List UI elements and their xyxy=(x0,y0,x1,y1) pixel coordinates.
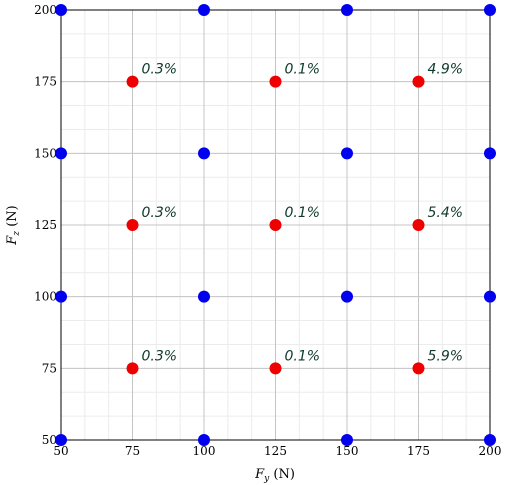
data-point xyxy=(198,290,210,303)
data-point xyxy=(55,4,67,16)
data-point xyxy=(269,75,282,88)
y-tick-label: 100 xyxy=(34,290,57,304)
y-tick-label: 150 xyxy=(34,146,57,160)
data-point xyxy=(341,4,353,16)
point-annotation: 0.3% xyxy=(142,205,178,221)
point-annotation: 0.1% xyxy=(285,62,321,78)
point-annotation: 0.3% xyxy=(142,62,178,78)
y-axis-ticks: 50 75 100 125 150 175 200 xyxy=(34,3,57,447)
data-point xyxy=(412,219,425,231)
point-annotation: 5.4% xyxy=(428,205,464,221)
x-tick-label: 200 xyxy=(479,444,502,458)
point-annotation: 4.9% xyxy=(428,62,464,78)
data-point xyxy=(484,434,496,446)
data-point xyxy=(126,219,139,231)
data-point xyxy=(484,4,496,16)
data-point xyxy=(198,434,210,446)
y-tick-label: 175 xyxy=(34,75,57,89)
plot-frame xyxy=(60,9,491,441)
point-annotation: 0.1% xyxy=(285,348,321,364)
point-annotations: 0.3% 0.1% 4.9% 0.3% 0.1% 5.4% 0.3% 0.1% 5.9% xyxy=(142,62,464,365)
data-point xyxy=(55,290,67,303)
data-point xyxy=(269,219,282,231)
y-tick-label: 125 xyxy=(34,218,57,232)
data-point xyxy=(484,290,496,303)
x-tick-label: 100 xyxy=(193,444,216,458)
data-point xyxy=(198,4,210,16)
data-point xyxy=(198,147,210,160)
data-point xyxy=(341,434,353,446)
y-axis-label: Fz (N) xyxy=(5,205,22,245)
data-point xyxy=(341,290,353,303)
data-point xyxy=(269,362,282,375)
data-point xyxy=(55,434,67,446)
x-tick-label: 175 xyxy=(407,444,430,458)
x-tick-label: 50 xyxy=(53,444,68,458)
data-point xyxy=(412,362,425,375)
data-point xyxy=(126,362,139,375)
data-points xyxy=(55,4,496,446)
y-tick-label: 50 xyxy=(42,433,57,447)
y-tick-label: 75 xyxy=(42,361,57,375)
x-tick-label: 75 xyxy=(125,444,140,458)
y-tick-label: 200 xyxy=(34,3,57,17)
x-axis-label: Fy (N) xyxy=(254,467,295,484)
x-tick-label: 150 xyxy=(336,444,359,458)
data-point xyxy=(341,147,353,160)
point-annotation: 5.9% xyxy=(428,348,464,364)
point-annotation: 0.3% xyxy=(142,348,178,364)
data-point xyxy=(55,147,67,160)
point-annotation: 0.1% xyxy=(285,205,321,221)
data-point xyxy=(126,75,139,88)
x-axis-ticks: 50 75 100 125 150 175 200 xyxy=(53,444,501,458)
data-point xyxy=(484,147,496,160)
data-point xyxy=(412,75,425,88)
x-tick-label: 125 xyxy=(264,444,287,458)
